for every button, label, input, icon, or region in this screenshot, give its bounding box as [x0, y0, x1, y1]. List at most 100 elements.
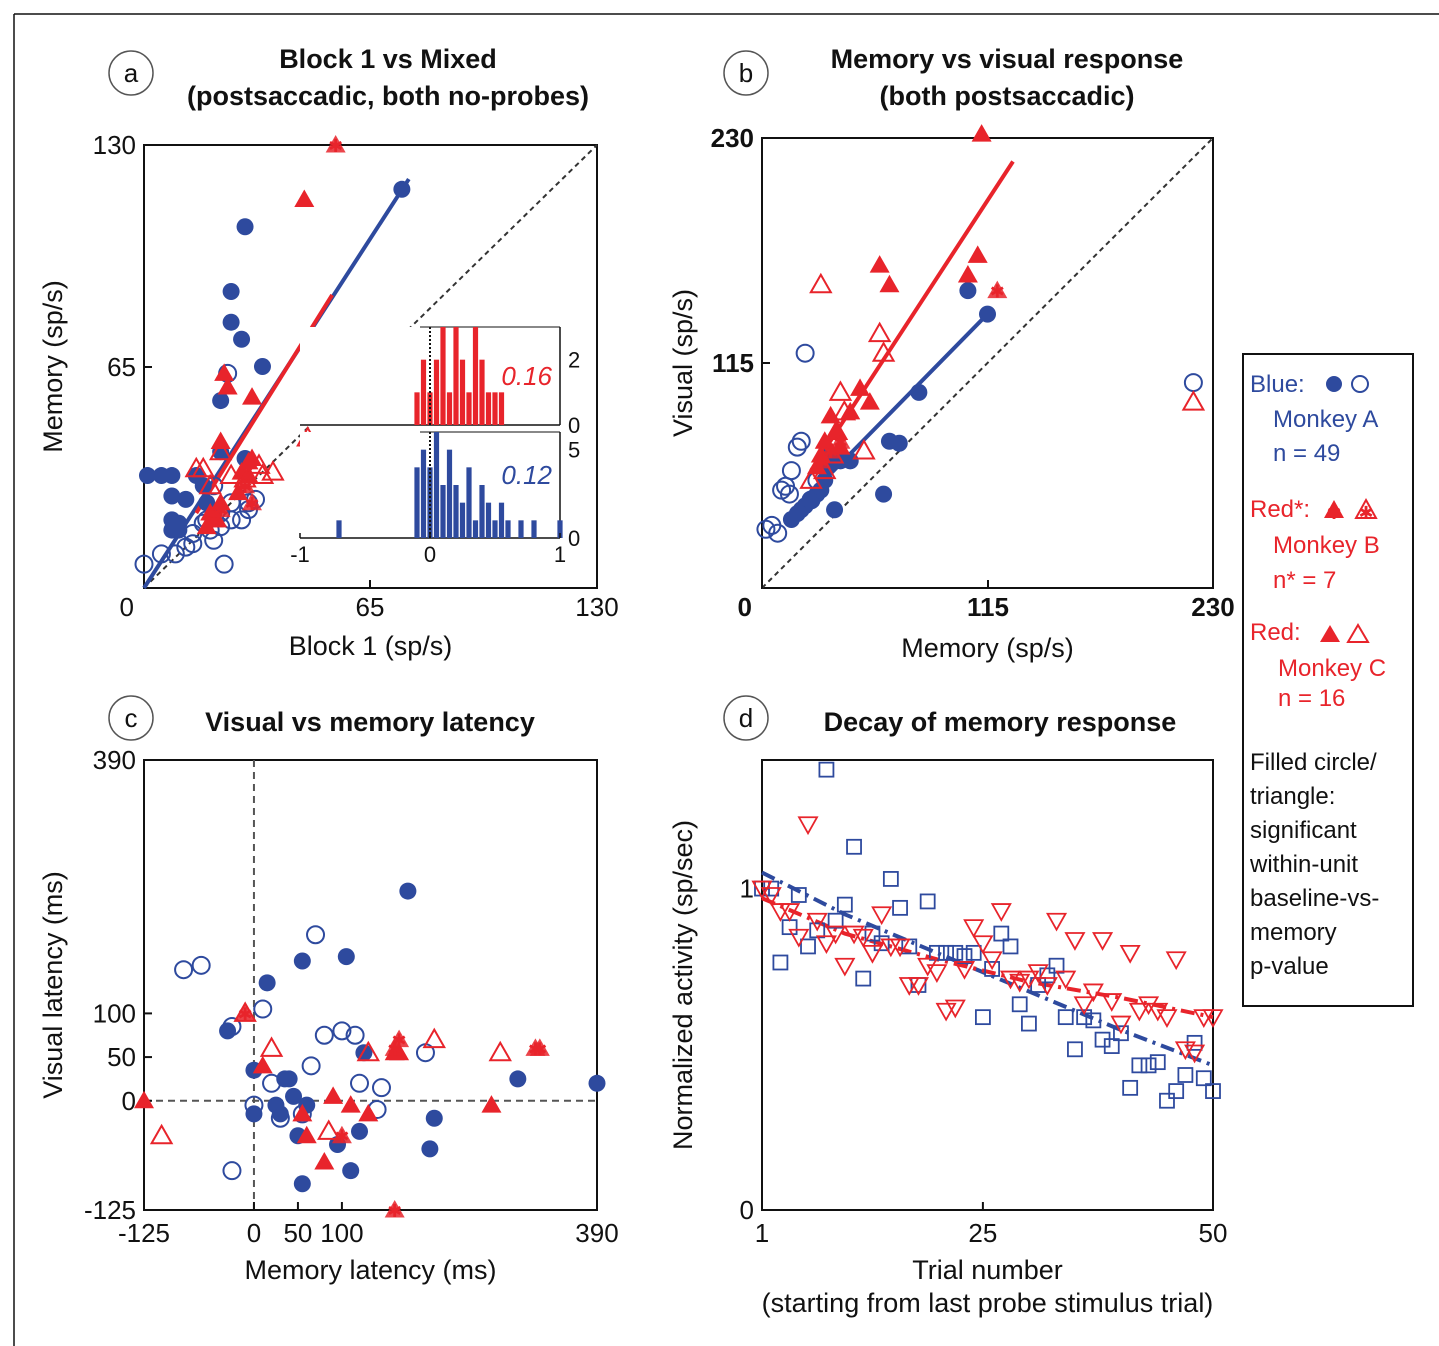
data-point [910, 383, 928, 401]
series-red-starred-triangle: ✱✱✱✱✱ [203, 135, 346, 531]
data-point [1140, 1057, 1157, 1074]
inset-bar [446, 392, 453, 425]
data-point [134, 1090, 154, 1109]
data-point [1036, 977, 1058, 996]
inset-bar [440, 327, 446, 425]
data-point [1156, 1009, 1178, 1028]
legend-starred-open-triangle-marker [1354, 497, 1378, 519]
data-point [1110, 1015, 1132, 1035]
inset-bar [433, 359, 440, 425]
data-point [242, 448, 263, 467]
data-point [1168, 1083, 1185, 1099]
inset-bar [531, 520, 537, 538]
data-point [212, 392, 230, 410]
data-point [867, 321, 892, 343]
data-point [965, 944, 982, 961]
data-point [756, 519, 776, 539]
data-point [956, 948, 973, 964]
data-point [790, 887, 807, 903]
data-point [244, 1095, 264, 1115]
data-point [935, 1002, 957, 1022]
data-point [1184, 1044, 1206, 1064]
data-point [1027, 964, 1049, 983]
data-point [825, 925, 847, 945]
data-point [174, 960, 194, 980]
panel-title: Block 1 vs Mixed [279, 44, 497, 74]
inset-bar [472, 520, 479, 538]
data-point-star: ✱ [238, 1004, 253, 1024]
data-point [938, 944, 954, 961]
data-point [1122, 1079, 1139, 1096]
legend-star-glyph-1: ✱ [1326, 503, 1341, 523]
data-point [815, 935, 837, 955]
data-point [947, 944, 964, 961]
data-point [345, 1025, 365, 1045]
data-point [337, 948, 355, 966]
inset-bar [485, 502, 492, 538]
data-point [222, 1017, 242, 1037]
data-point [797, 816, 819, 836]
panel-label-badge [108, 50, 154, 96]
panel-c: c Visual vs memory latency -125 0 50 100 390 -1… [38, 695, 619, 1285]
panel-title: Memory vs visual response [831, 44, 1184, 74]
data-point [285, 1087, 303, 1105]
legend-n-c: n = 16 [1278, 685, 1345, 712]
data-point [214, 554, 234, 574]
x-tick-label: 25 [968, 1218, 997, 1248]
data-point [1018, 970, 1040, 990]
data-point [294, 189, 315, 208]
data-point [214, 363, 235, 381]
data-point [846, 838, 862, 855]
data-point [795, 343, 815, 363]
data-point [788, 928, 810, 948]
data-point [879, 274, 900, 293]
data-point [371, 1078, 391, 1098]
fit-line-red [761, 896, 1214, 1020]
data-point [258, 974, 276, 992]
data-point [1147, 1002, 1169, 1022]
legend-starred-filled-triangle-marker [1324, 500, 1344, 518]
data-point [389, 1029, 410, 1048]
inset-bar [453, 327, 459, 425]
data-point [1073, 996, 1095, 1016]
data-point [170, 514, 188, 532]
panel-title: Decay of memory response [824, 707, 1177, 737]
legend-monkey-a: Monkey A [1273, 406, 1378, 433]
data-point [1174, 1041, 1196, 1061]
x-tick-label: 0 [120, 592, 134, 622]
inset-bar [485, 392, 492, 425]
inset-y-tick-label: 0 [568, 413, 580, 438]
legend-filled-triangle-marker [1320, 625, 1340, 642]
data-point [342, 1162, 360, 1180]
x-tick-label: 130 [575, 592, 618, 622]
data-point [1195, 1070, 1212, 1087]
data-point [810, 450, 831, 469]
data-point [314, 1025, 334, 1045]
data-point [232, 510, 252, 530]
series-red-open-down-triangle [751, 816, 1224, 1064]
data-point [356, 1040, 381, 1062]
inset-bar [414, 392, 420, 425]
inset-bar [453, 485, 459, 538]
data-point [194, 477, 212, 495]
legend-open-triangle-marker [1346, 623, 1370, 643]
data-point [259, 1036, 284, 1057]
inset-bar [472, 327, 479, 425]
data-point [1048, 957, 1065, 974]
series-red-starred-triangle: ✱✱✱✱✱✱✱ [235, 1003, 550, 1221]
data-point [235, 1003, 256, 1021]
data-point [588, 1074, 606, 1092]
data-point [984, 961, 1001, 977]
legend-note-line-5: baseline-vs- [1250, 885, 1379, 912]
data-point [1165, 951, 1187, 971]
data-point [959, 282, 977, 300]
y-tick-label: 130 [93, 130, 136, 160]
data-point [1149, 1054, 1166, 1071]
data-point [332, 1021, 352, 1041]
data-point [818, 761, 835, 778]
data-point [972, 935, 994, 955]
inset-stat-label: 0.16 [501, 361, 552, 391]
inset-y-tick-label: 0 [568, 526, 580, 551]
data-point [963, 919, 985, 938]
inset-bar [414, 467, 420, 538]
